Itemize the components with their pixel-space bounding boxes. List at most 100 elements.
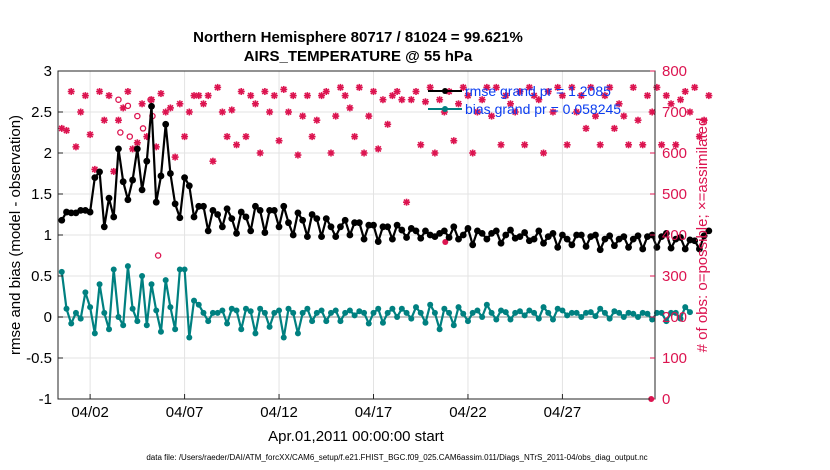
assimilated-point xyxy=(563,141,571,149)
assimilated-point xyxy=(266,108,274,116)
assimilated-point xyxy=(105,92,113,100)
assimilated-point xyxy=(360,149,368,157)
rmse-point xyxy=(625,243,632,251)
bias-point xyxy=(455,304,462,311)
assimilated-point xyxy=(218,108,226,116)
rmse-point xyxy=(478,229,486,237)
assimilated-point xyxy=(577,92,585,100)
bias-point xyxy=(96,281,103,288)
rmse-point xyxy=(261,229,269,236)
bias-point xyxy=(384,309,391,316)
bias-point xyxy=(625,309,632,316)
bias-point xyxy=(403,309,410,316)
assimilated-point xyxy=(417,141,425,149)
bias-point xyxy=(224,320,231,327)
bias-point xyxy=(72,309,79,316)
rmse-point xyxy=(393,221,401,229)
bias-point xyxy=(389,305,396,312)
possible-point xyxy=(115,96,122,103)
y-tick-label: 0.5 xyxy=(31,268,52,285)
bias-point xyxy=(110,266,117,273)
bias-point xyxy=(668,309,675,316)
bias-point xyxy=(261,309,268,316)
assimilated-point xyxy=(549,108,557,116)
assimilated-point xyxy=(365,112,373,120)
assimilated-point xyxy=(355,83,363,91)
bias-point xyxy=(318,307,325,314)
rmse-point xyxy=(270,207,278,214)
bias-point xyxy=(469,309,476,316)
rmse-point xyxy=(492,227,500,235)
bias-point xyxy=(153,307,160,314)
assimilated-point xyxy=(691,83,699,91)
bias-point xyxy=(583,309,590,316)
rmse-point xyxy=(577,231,585,239)
bias-point xyxy=(313,309,320,316)
rmse-point xyxy=(592,231,599,239)
assimilated-point xyxy=(270,92,278,100)
assimilated-point xyxy=(209,157,217,165)
assimilated-point xyxy=(228,106,236,114)
bias-point xyxy=(323,318,330,325)
assimilated-point xyxy=(502,92,510,100)
bias-point xyxy=(663,318,670,325)
bias-point xyxy=(361,309,368,316)
bias-point xyxy=(682,304,689,311)
bias-point xyxy=(417,309,424,316)
rmse-point xyxy=(110,213,118,221)
assimilated-point xyxy=(299,112,307,120)
bias-point xyxy=(337,318,344,325)
assimilated-point xyxy=(294,151,302,159)
bias-point xyxy=(58,268,65,275)
rmse-point xyxy=(337,223,344,231)
assimilated-point xyxy=(686,108,694,116)
bias-point xyxy=(564,312,571,319)
bias-point xyxy=(436,326,443,333)
rmse-point xyxy=(573,231,580,239)
assimilated-point xyxy=(421,98,429,106)
assimilated-point xyxy=(591,112,599,120)
assimilated-point xyxy=(336,83,344,91)
rmse-point xyxy=(322,215,330,223)
rmse-point xyxy=(58,216,66,224)
assimilated-point xyxy=(450,137,458,145)
assimilated-point xyxy=(379,96,387,104)
legend-bias-label: bias grand pr = 0.058245 xyxy=(465,101,621,117)
rmse-point xyxy=(143,157,151,165)
bias-point xyxy=(82,289,89,296)
bias-point xyxy=(549,316,556,323)
assimilated-point xyxy=(303,92,311,100)
rmse-point xyxy=(582,243,590,250)
bias-point xyxy=(200,309,207,316)
possible-point xyxy=(154,252,162,259)
bias-point xyxy=(493,316,500,323)
rmse-point xyxy=(530,235,538,243)
assimilated-point xyxy=(77,108,85,116)
bias-point xyxy=(280,334,287,341)
x-tick-label: 04/17 xyxy=(355,404,393,421)
bias-point xyxy=(634,314,641,320)
bias-point xyxy=(630,310,637,317)
rmse-point xyxy=(214,211,222,218)
assimilated-point xyxy=(403,198,411,206)
rmse-point xyxy=(450,223,458,231)
bias-point xyxy=(554,305,561,312)
chart-subtitle: AIRS_TEMPERATURE @ 55 hPa xyxy=(244,48,473,65)
bias-point xyxy=(601,309,608,316)
assimilated-point xyxy=(251,100,259,108)
series-layer xyxy=(58,83,713,402)
bias-point xyxy=(460,310,467,317)
rmse-point xyxy=(152,198,160,206)
rmse-point xyxy=(455,235,462,243)
rmse-point xyxy=(289,231,297,239)
y-tick-label: 2 xyxy=(44,145,52,162)
x-tick-label: 04/27 xyxy=(544,404,582,421)
bias-point xyxy=(120,322,127,329)
bias-point xyxy=(606,315,613,322)
bias-point xyxy=(242,305,249,312)
assimilated-point xyxy=(544,88,552,95)
x-tick-label: 04/12 xyxy=(260,404,298,421)
bias-point xyxy=(115,314,122,320)
bias-point xyxy=(143,322,150,329)
assimilated-point xyxy=(677,96,685,104)
